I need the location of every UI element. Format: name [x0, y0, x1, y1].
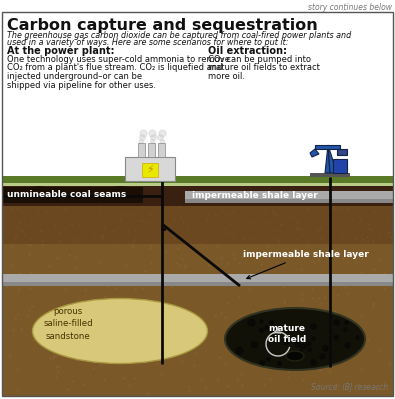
Text: injected underground–or can be: injected underground–or can be	[7, 72, 142, 81]
Text: At the power plant:: At the power plant:	[7, 46, 115, 56]
Bar	[125, 157, 175, 181]
Text: ⚡: ⚡	[146, 165, 154, 175]
Bar	[148, 143, 155, 157]
Polygon shape	[325, 145, 330, 173]
Text: more oil.: more oil.	[208, 72, 245, 81]
Text: CO₂ from a plant's flue stream. CO₂ is liquefied and: CO₂ from a plant's flue stream. CO₂ is l…	[7, 63, 222, 73]
Text: Oil extraction:: Oil extraction:	[208, 46, 287, 56]
Text: mature oil fields to extract: mature oil fields to extract	[208, 63, 320, 73]
Text: impermeable shale layer: impermeable shale layer	[243, 250, 369, 279]
Polygon shape	[3, 186, 140, 203]
Bar	[185, 191, 393, 203]
Bar	[3, 177, 393, 186]
Bar	[3, 184, 393, 396]
Text: mature
oil field: mature oil field	[268, 324, 306, 344]
Bar	[138, 143, 145, 157]
Text: story continues below: story continues below	[308, 3, 392, 12]
Text: One technology uses super-cold ammonia to remove: One technology uses super-cold ammonia t…	[7, 55, 230, 64]
Bar	[3, 176, 393, 183]
Text: used in a variety of ways. Here are some scenarios for where to put it:: used in a variety of ways. Here are some…	[7, 38, 288, 47]
Text: Carbon capture and sequestration: Carbon capture and sequestration	[7, 18, 318, 33]
Bar	[3, 282, 393, 286]
Polygon shape	[337, 149, 347, 155]
Ellipse shape	[32, 298, 207, 363]
Polygon shape	[315, 145, 340, 149]
Bar	[142, 163, 158, 177]
Text: shipped via pipeline for other uses.: shipped via pipeline for other uses.	[7, 81, 156, 89]
Text: impermeable shale layer: impermeable shale layer	[192, 191, 318, 200]
Bar	[3, 204, 393, 244]
Bar	[158, 143, 165, 157]
Bar	[185, 199, 393, 203]
Bar	[310, 173, 350, 177]
Bar	[3, 274, 393, 286]
Ellipse shape	[286, 351, 304, 361]
Text: porous
saline-filled
sandstone: porous saline-filled sandstone	[43, 307, 93, 341]
Text: CO₂ can be pumped into: CO₂ can be pumped into	[208, 55, 311, 64]
Text: unmineable coal seams: unmineable coal seams	[7, 190, 126, 199]
Bar	[3, 187, 143, 203]
Polygon shape	[328, 145, 337, 173]
Bar	[3, 184, 393, 206]
Text: The greenhouse gas carbon dioxide can be captured from coal-fired power plants a: The greenhouse gas carbon dioxide can be…	[7, 31, 351, 40]
Ellipse shape	[225, 308, 365, 370]
Polygon shape	[310, 149, 319, 157]
Text: Source: IBJ research: Source: IBJ research	[311, 383, 388, 392]
Bar	[333, 159, 347, 173]
